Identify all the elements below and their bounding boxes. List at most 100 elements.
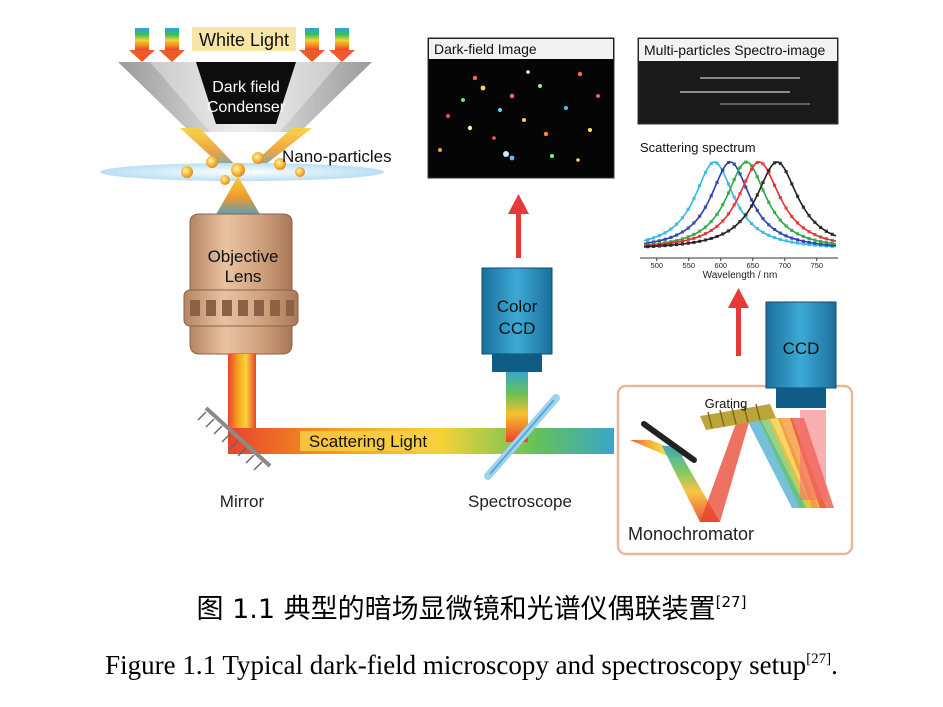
spectrum-point (755, 208, 759, 212)
spectrum-point (698, 229, 702, 233)
mirror-label: Mirror (220, 492, 265, 511)
spectrum-point (732, 178, 736, 182)
chart-tick-label: 750 (811, 261, 824, 270)
chart-tick-label: 600 (715, 261, 728, 270)
spectrum-point (721, 203, 725, 207)
spectrum-point (703, 170, 707, 175)
spectrum-point (784, 224, 788, 228)
spectrum-point (755, 227, 759, 231)
arrow-to-spectrum (728, 288, 749, 356)
spectrum-point (721, 232, 725, 236)
spectrum-point (726, 191, 731, 195)
spectrum-point (755, 193, 759, 197)
spectrum-point (732, 225, 736, 229)
spectrum-point (680, 239, 684, 243)
spectrum-point (715, 181, 719, 185)
spectrum-point (698, 214, 702, 218)
spectrum-point (801, 234, 805, 238)
objective-label-line1: Objective (208, 247, 279, 266)
caption-chinese-text: 图 1.1 典型的暗场显微镜和光谱仪偶联装置 (196, 594, 716, 625)
spectrum-point (669, 227, 673, 231)
spectrum-point (830, 232, 834, 236)
spectro-ccd-label: CCD (783, 339, 820, 358)
scattering-light-label: Scattering Light (309, 432, 427, 451)
caption-chinese: 图 1.1 典型的暗场显微镜和光谱仪偶联装置[27] (0, 587, 943, 626)
white-light-label-bg (192, 27, 296, 51)
spectrum-point (692, 232, 696, 236)
chart-series (643, 160, 837, 249)
scattering-spectrum-chart: 500 550 600 650 700 750 (640, 160, 838, 270)
spectrum-point (813, 233, 817, 237)
spectrum-point (773, 161, 777, 165)
spectrum-point (796, 221, 800, 225)
spectrum-point (784, 239, 788, 243)
spectrum-point (738, 166, 742, 170)
spectrum-point (726, 229, 731, 233)
objective-label-line2: Lens (225, 267, 262, 286)
spectrum-point (675, 243, 679, 247)
grating-label: Grating (705, 396, 748, 411)
caption-english-ref: [27] (806, 651, 832, 667)
spectrum-point (738, 220, 742, 224)
spectrum-point (663, 237, 667, 241)
spectrum-point (698, 239, 702, 243)
spectrum-point (778, 218, 782, 222)
spectrum-point (738, 192, 742, 196)
spectrum-point (813, 220, 817, 224)
multi-particles-panel (637, 37, 839, 125)
spectrum-point (790, 240, 794, 244)
spectrum-point (709, 194, 713, 198)
spectrum-point (790, 182, 794, 186)
spectrum-point (680, 230, 684, 234)
white-light-label: White Light (199, 30, 289, 50)
spectrum-point (813, 238, 817, 242)
objective-lens (183, 213, 299, 355)
spectrum-point (726, 182, 731, 186)
spectrum-point (796, 241, 800, 245)
spectrum-point (755, 175, 759, 179)
spectrum-point (646, 245, 650, 249)
chart-tick-label: 650 (747, 261, 760, 270)
spectrum-point (824, 237, 828, 241)
beam-to-color-ccd (506, 372, 528, 442)
spectrum-point (715, 234, 719, 239)
spectrum-point (761, 230, 765, 234)
spectrum-point (784, 234, 788, 238)
spectrum-series-4 (643, 161, 837, 247)
spectrum-point (698, 184, 702, 188)
chart-ticks: 500 550 600 650 700 750 (651, 258, 824, 270)
spectrum-point (744, 179, 748, 183)
spectrum-point (692, 236, 696, 240)
spectrum-point (715, 161, 719, 165)
spectrum-point (807, 214, 811, 218)
spectrum-point (732, 195, 736, 199)
monochromator-box (616, 384, 854, 556)
spectrum-point (692, 221, 696, 225)
spectrum-point (686, 226, 690, 230)
spectrum-point (778, 196, 782, 200)
spectrum-point (824, 241, 828, 245)
spectrum-series-2 (643, 161, 837, 247)
spectrum-point (675, 233, 679, 237)
spectrum-point (807, 230, 811, 234)
spectrum-point (749, 198, 754, 202)
dark-field-image-title: Dark-field Image (434, 41, 537, 57)
spectrum-point (744, 213, 748, 217)
nano-particles (181, 152, 305, 185)
mono-mirror (641, 421, 697, 463)
spectrum-point (790, 228, 794, 232)
nano-particles-label: Nano-particles (282, 147, 392, 166)
spectrum-point (824, 229, 828, 233)
monochromator-label: Monochromator (628, 524, 754, 544)
condenser-label-line1: Dark field (212, 79, 280, 96)
spectrum-point (709, 220, 713, 224)
spectrum-point (761, 162, 765, 166)
spectrum-point (646, 238, 650, 242)
spectrum-point (819, 235, 823, 239)
spectrum-point (761, 188, 765, 192)
grating (700, 403, 776, 430)
spectrum-point (761, 180, 765, 184)
spectrum-point (703, 225, 707, 229)
spectrum-point (657, 239, 661, 243)
spectrum-point (796, 232, 800, 236)
